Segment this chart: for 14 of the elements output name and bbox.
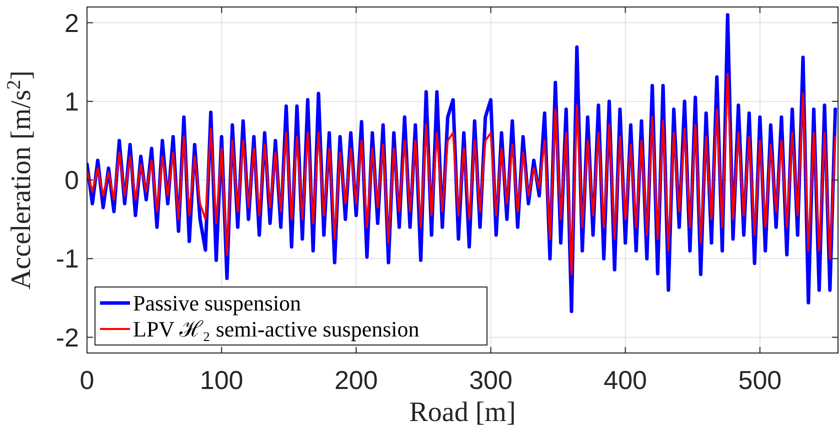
- x-tick-label: 300: [469, 365, 512, 395]
- legend-label: LPV ℋ₂ semi-active suspension: [133, 316, 420, 342]
- legend-label: Passive suspension: [133, 290, 302, 316]
- x-tick-label: 500: [738, 365, 782, 395]
- y-tick-label: 1: [64, 86, 79, 116]
- y-tick-label: 0: [64, 165, 79, 196]
- y-tick-label: 2: [64, 8, 79, 38]
- y-tick-label: -1: [56, 244, 79, 274]
- x-tick-label: 400: [604, 365, 648, 395]
- line-series: [87, 72, 836, 276]
- x-axis-title: Road [m]: [409, 397, 516, 428]
- y-tick-label: -2: [56, 322, 79, 352]
- x-tick-label: 100: [200, 365, 244, 395]
- x-tick-label: 200: [334, 365, 378, 395]
